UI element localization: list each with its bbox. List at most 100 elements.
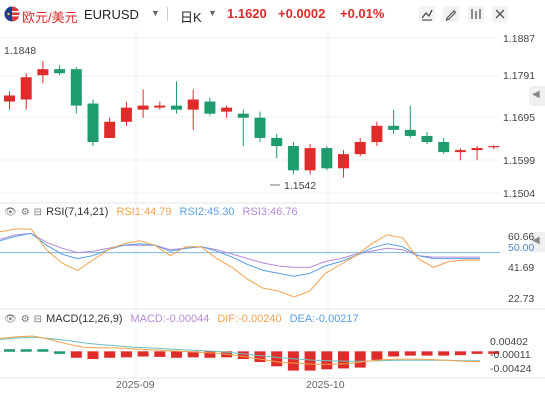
candle-body: [488, 146, 500, 148]
collapse-icon[interactable]: ⊟: [33, 206, 43, 218]
collapse-icon[interactable]: ⊟: [33, 313, 43, 325]
pair-code[interactable]: EURUSD: [84, 7, 139, 22]
candle-body: [104, 121, 116, 138]
rsi3-line: [0, 232, 480, 268]
rsi1-line: [0, 228, 480, 298]
chevron-left-icon: ◀: [532, 235, 540, 246]
candle-body: [154, 105, 166, 108]
macd-bar: [171, 351, 182, 358]
gear-icon[interactable]: ⚙: [20, 206, 30, 218]
macd-bar: [371, 351, 383, 360]
chart-header: 欧元/美元 EURUSD ▼ 日K ▼ 1.1620 +0.0002 +0.01…: [0, 0, 545, 28]
macd-bar: [354, 351, 366, 368]
gear-icon[interactable]: ⚙: [20, 313, 30, 325]
x-tick: 2025-09: [116, 379, 155, 391]
macd-axis: 0.00402 -0.00011 -0.00424: [490, 336, 532, 375]
draw-pencil-icon[interactable]: [442, 5, 460, 23]
chevron-left-icon: ◀: [532, 89, 540, 100]
price-tick: 1.1504: [503, 188, 535, 200]
macd-bar: [338, 351, 349, 369]
candle-body: [4, 95, 15, 102]
x-axis: 2025-09 2025-10: [116, 379, 345, 391]
candle-body: [388, 125, 400, 130]
candle-body: [271, 137, 283, 147]
high-label: 1.1848: [4, 45, 36, 57]
macd-bar: [87, 351, 99, 360]
dif-value: DIF:-0.00240: [217, 313, 282, 325]
macd-bar: [137, 351, 149, 357]
header-divider: [167, 7, 168, 21]
eye-icon[interactable]: 👁: [4, 313, 17, 325]
dea-value: DEA:-0.00217: [289, 313, 359, 325]
compare-icon[interactable]: [467, 5, 485, 23]
candle-body: [54, 69, 66, 74]
rsi2-value: RSI2:45.30: [179, 206, 235, 218]
low-annotation: 1.1542: [270, 180, 316, 192]
rsi1-value: RSI1:44.79: [116, 206, 172, 218]
macd-bar: [187, 351, 199, 358]
candle-body: [254, 117, 266, 138]
macd-value: MACD:-0.00044: [130, 313, 210, 325]
candle-body: [304, 148, 316, 171]
eye-icon[interactable]: 👁: [4, 206, 17, 218]
macd-bar: [104, 351, 116, 358]
last-price: 1.1620: [227, 6, 267, 21]
eu-us-flag-icon: [4, 6, 20, 22]
macd-bar: [304, 351, 316, 371]
candle-body: [454, 150, 466, 153]
macd-bar: [120, 351, 132, 358]
price-tick: 1.1791: [503, 70, 535, 82]
rsi2-line: [0, 232, 480, 277]
macd-title: MACD(12,26,9): [46, 313, 123, 325]
rsi-tick: 60.66: [508, 231, 534, 243]
candle-body: [204, 101, 216, 114]
macd-bar: [421, 351, 433, 356]
side-expand-button[interactable]: ◀: [529, 86, 545, 106]
candlestick-series: [4, 61, 500, 178]
price-change: +0.0002: [278, 6, 326, 21]
pair-dropdown-icon[interactable]: ▼: [151, 8, 160, 18]
rsi-panel: [0, 228, 500, 298]
macd-bar: [237, 351, 249, 360]
dif-line: [0, 335, 481, 365]
rsi-side-button[interactable]: ◀: [529, 232, 545, 252]
candle-body: [137, 105, 149, 110]
candle-body: [20, 77, 32, 100]
macd-bar: [70, 351, 82, 358]
price-change-percent: +0.01%: [340, 6, 385, 21]
candle-body: [70, 69, 82, 106]
macd-bar: [4, 349, 15, 352]
macd-header: 👁 ⚙ ⊟ MACD(12,26,9) MACD:-0.00044 DIF:-0…: [4, 313, 359, 325]
low-label: 1.1542: [284, 180, 316, 192]
candle-body: [338, 154, 349, 169]
close-icon[interactable]: [491, 5, 509, 23]
candle-body: [37, 69, 49, 76]
candle-body: [120, 107, 132, 122]
rsi-tick: 50.00: [508, 242, 534, 254]
candle-body: [187, 99, 199, 110]
period-selector[interactable]: 日K: [180, 10, 202, 25]
macd-bar: [20, 349, 32, 352]
candle-body: [221, 107, 233, 112]
macd-bar: [404, 351, 416, 356]
macd-bar: [471, 351, 483, 354]
price-tick: 1.1599: [503, 155, 535, 167]
draw-line-icon[interactable]: [418, 5, 436, 23]
candle-body: [237, 113, 249, 118]
macd-tick: -0.00424: [490, 363, 532, 375]
macd-bar: [388, 351, 400, 357]
pair-name[interactable]: 欧元/美元: [22, 10, 78, 25]
grid: [0, 28, 545, 380]
dea-line: [0, 336, 480, 362]
price-tick: 1.1887: [503, 33, 535, 45]
macd-tick: 0.00402: [490, 336, 528, 348]
candle-body: [171, 105, 182, 110]
price-tick: 1.1695: [503, 112, 535, 124]
macd-bar: [438, 351, 450, 356]
high-annotation: 1.1848: [4, 45, 36, 57]
period-dropdown-icon[interactable]: ▼: [208, 8, 217, 18]
rsi-axis: 60.66 50.00 41.69 22.73: [508, 231, 534, 305]
x-tick: 2025-10: [306, 379, 345, 391]
candle-body: [404, 129, 416, 136]
